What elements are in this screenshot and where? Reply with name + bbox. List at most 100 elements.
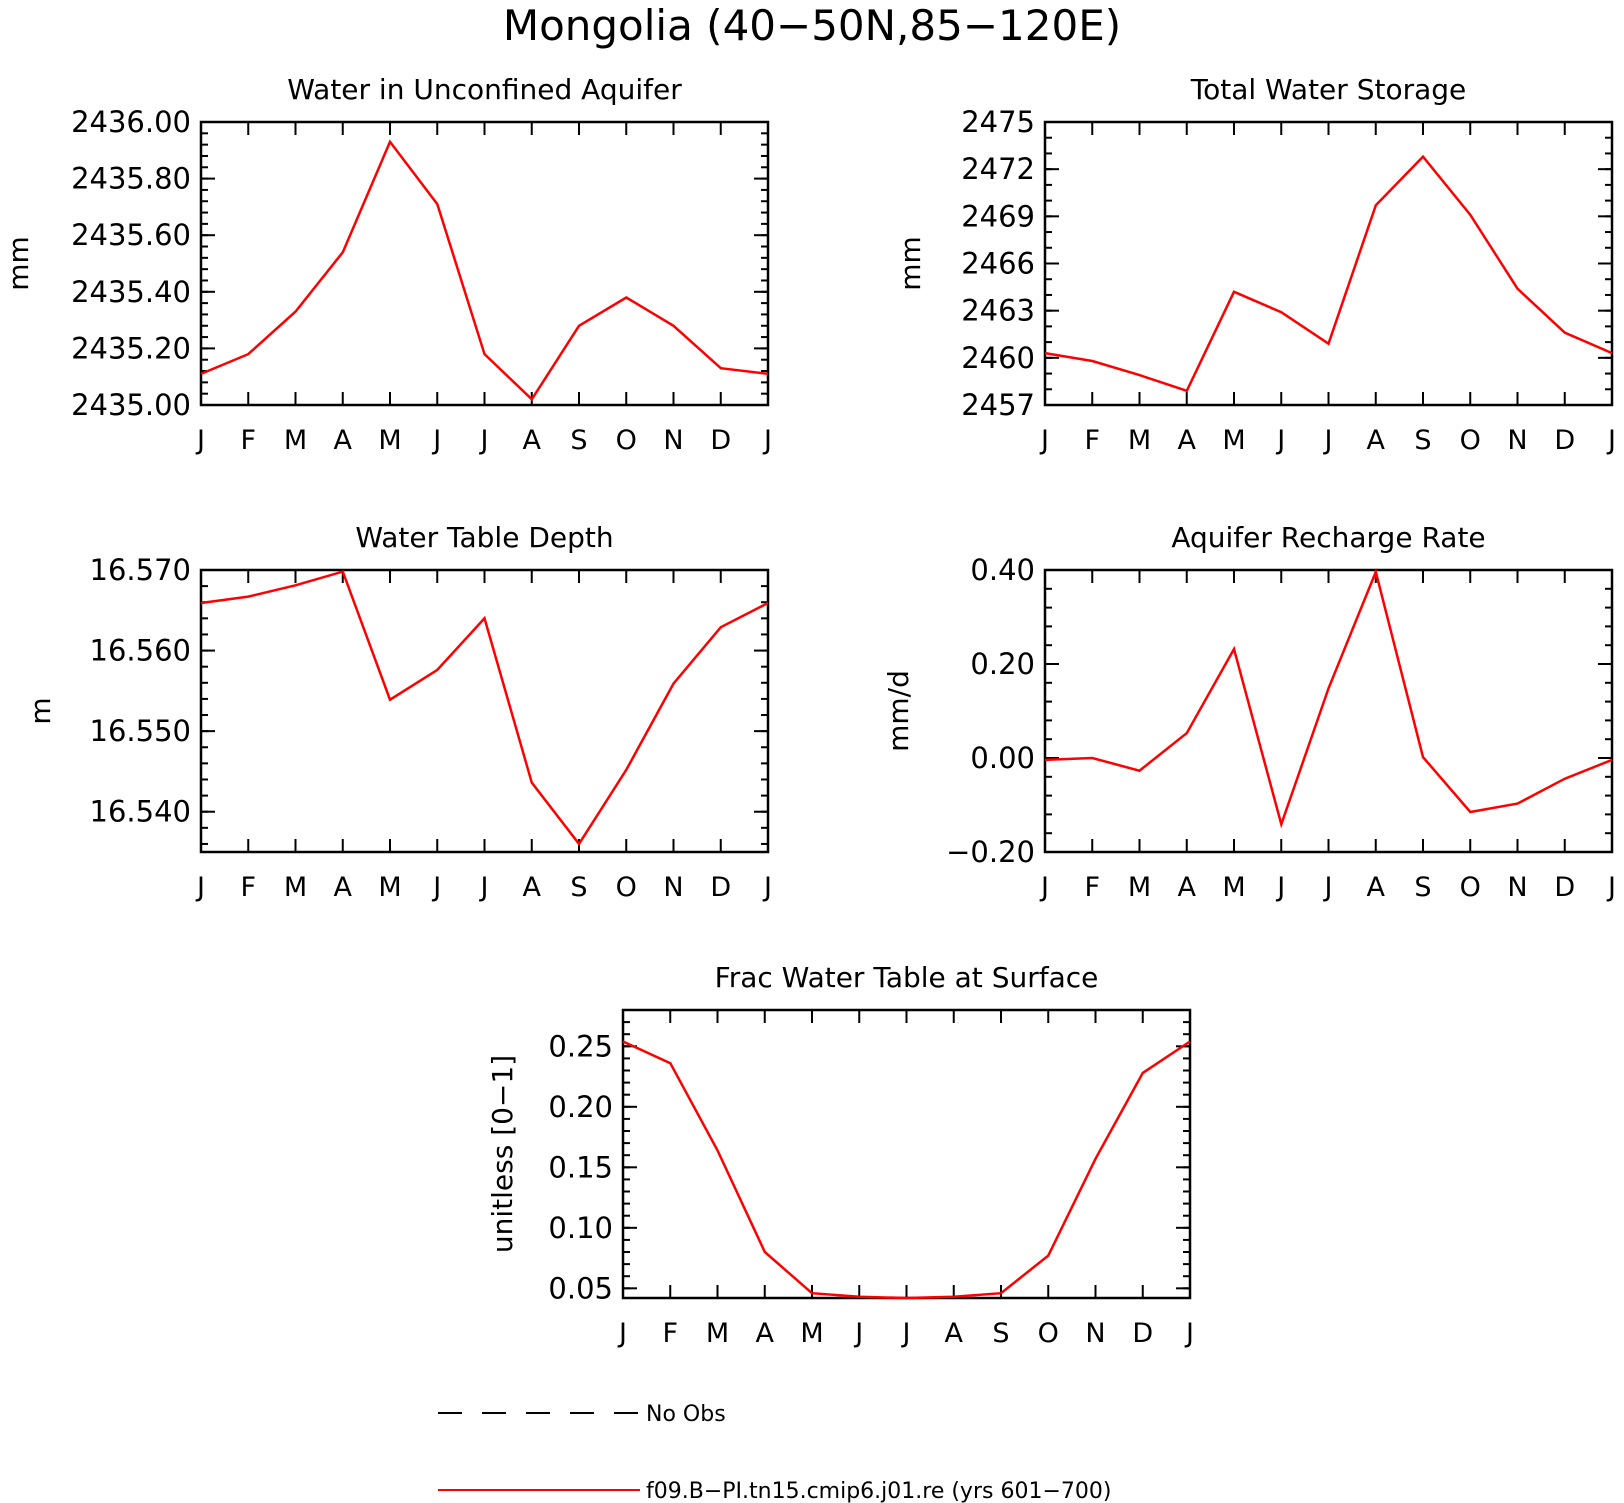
x-tick-label: J — [1323, 425, 1333, 456]
y-tick-label: 2457 — [961, 388, 1035, 422]
x-tick-label: N — [663, 872, 683, 903]
x-tick-label: F — [240, 872, 256, 903]
y-tick-label: 16.560 — [90, 634, 191, 668]
x-tick-label: J — [479, 872, 489, 903]
y-axis-label: mm — [2, 236, 35, 291]
y-tick-label: 2435.00 — [71, 388, 191, 422]
x-tick-label: A — [523, 872, 542, 903]
y-tick-label: 16.570 — [90, 553, 191, 587]
panel-title: Water in Unconfined Aquifer — [287, 73, 682, 106]
y-tick-label: 16.550 — [90, 714, 191, 748]
panel-title: Water Table Depth — [355, 521, 613, 554]
series-line — [622, 1040, 1191, 1300]
y-axis-label: mm — [894, 236, 927, 291]
panel-title: Total Water Storage — [1190, 73, 1467, 106]
x-tick-label: D — [710, 872, 731, 903]
y-tick-label: 0.25 — [548, 1029, 613, 1063]
y-axis-label: mm/d — [882, 670, 915, 752]
x-tick-label: M — [378, 425, 401, 456]
y-axis-label: m — [24, 697, 57, 724]
y-tick-label: 16.540 — [90, 795, 191, 829]
plot-frame — [1043, 568, 1614, 854]
x-tick-label: J — [617, 1318, 627, 1349]
x-tick-label: J — [1606, 425, 1616, 456]
x-tick-label: N — [1507, 872, 1527, 903]
x-tick-label: O — [1460, 872, 1481, 903]
x-tick-label: D — [1554, 425, 1575, 456]
y-tick-label: 0.00 — [970, 741, 1035, 775]
x-tick-label: M — [284, 425, 307, 456]
x-tick-label: O — [1460, 425, 1481, 456]
x-tick-label: J — [901, 1318, 911, 1349]
legend: No Obs f09.B−PI.tn15.cmip6.j01.re (yrs 6… — [438, 1402, 1111, 1503]
x-tick-label: N — [1507, 425, 1527, 456]
x-tick-label: J — [853, 1318, 863, 1349]
x-tick-label: M — [1128, 872, 1151, 903]
panel-title: Aquifer Recharge Rate — [1171, 521, 1485, 554]
plot-frame — [199, 568, 770, 854]
series-line — [1044, 567, 1613, 829]
x-tick-label: S — [992, 1318, 1009, 1349]
x-tick-label: J — [1323, 872, 1333, 903]
plot-frame — [199, 120, 770, 407]
y-tick-label: 0.15 — [548, 1150, 613, 1184]
x-tick-label: M — [1222, 872, 1245, 903]
x-tick-label: J — [762, 872, 772, 903]
x-tick-label: J — [195, 872, 205, 903]
x-tick-label: F — [1084, 425, 1100, 456]
figure-title: Mongolia (40−50N,85−120E) — [503, 1, 1121, 50]
x-tick-label: M — [706, 1318, 729, 1349]
y-tick-label: 2435.20 — [71, 331, 191, 365]
y-tick-label: 2469 — [961, 199, 1035, 233]
x-tick-label: D — [1554, 872, 1575, 903]
x-tick-label: A — [334, 425, 353, 456]
y-tick-label: 2435.40 — [71, 275, 191, 309]
x-tick-label: O — [1038, 1318, 1059, 1349]
x-tick-label: A — [1178, 425, 1197, 456]
x-tick-label: J — [195, 425, 205, 456]
x-tick-label: F — [240, 425, 256, 456]
y-axis-label: unitless [0−1] — [486, 1055, 519, 1253]
y-tick-label: 2436.00 — [71, 105, 191, 139]
x-tick-label: S — [1414, 425, 1431, 456]
x-tick-label: M — [284, 872, 307, 903]
panel-aquifer-recharge-rate: Aquifer Recharge Rate mm/d −0.20 0.00 0.20 0.… — [882, 521, 1616, 903]
x-tick-label: F — [662, 1318, 678, 1349]
x-tick-label: N — [663, 425, 683, 456]
x-tick-label: J — [431, 425, 441, 456]
x-tick-label: J — [1275, 425, 1285, 456]
x-tick-label: A — [1367, 425, 1386, 456]
x-tick-label: F — [1084, 872, 1100, 903]
y-tick-label: 2472 — [961, 152, 1035, 186]
x-tick-label: J — [431, 872, 441, 903]
y-tick-label: 0.20 — [548, 1090, 613, 1124]
y-tick-label: 0.40 — [970, 553, 1035, 587]
plot-frame — [1043, 120, 1614, 407]
x-tick-label: M — [1222, 425, 1245, 456]
x-tick-label: J — [762, 425, 772, 456]
x-tick-label: J — [1039, 425, 1049, 456]
x-tick-label: M — [1128, 425, 1151, 456]
y-tick-label: 0.05 — [548, 1271, 613, 1305]
x-tick-label: J — [1039, 872, 1049, 903]
x-tick-label: D — [1132, 1318, 1153, 1349]
x-tick-label: O — [616, 872, 637, 903]
panel-water-in-unconfined-aquifer: Water in Unconfined Aquifer mm 2435.00 2435… — [2, 73, 772, 456]
panel-water-table-depth: Water Table Depth m 16.540 16.550 16.560 16.5… — [24, 521, 772, 903]
series-line — [200, 570, 769, 847]
legend-model-label: f09.B−PI.tn15.cmip6.j01.re (yrs 601−700) — [646, 1479, 1111, 1503]
panel-title: Frac Water Table at Surface — [715, 961, 1099, 994]
x-tick-label: N — [1085, 1318, 1105, 1349]
x-tick-label: A — [1367, 872, 1386, 903]
x-tick-label: J — [479, 425, 489, 456]
y-tick-label: 0.10 — [548, 1211, 613, 1245]
x-tick-label: A — [334, 872, 353, 903]
panel-frac-water-table-at-surface: Frac Water Table at Surface unitless [0−1… — [486, 961, 1194, 1349]
panel-total-water-storage: Total Water Storage mm 2457 2460 2463 2466 246… — [894, 73, 1616, 456]
y-tick-label: 2435.60 — [71, 218, 191, 252]
x-tick-label: A — [945, 1318, 964, 1349]
x-tick-label: M — [378, 872, 401, 903]
x-tick-label: O — [616, 425, 637, 456]
series-line — [200, 139, 769, 402]
